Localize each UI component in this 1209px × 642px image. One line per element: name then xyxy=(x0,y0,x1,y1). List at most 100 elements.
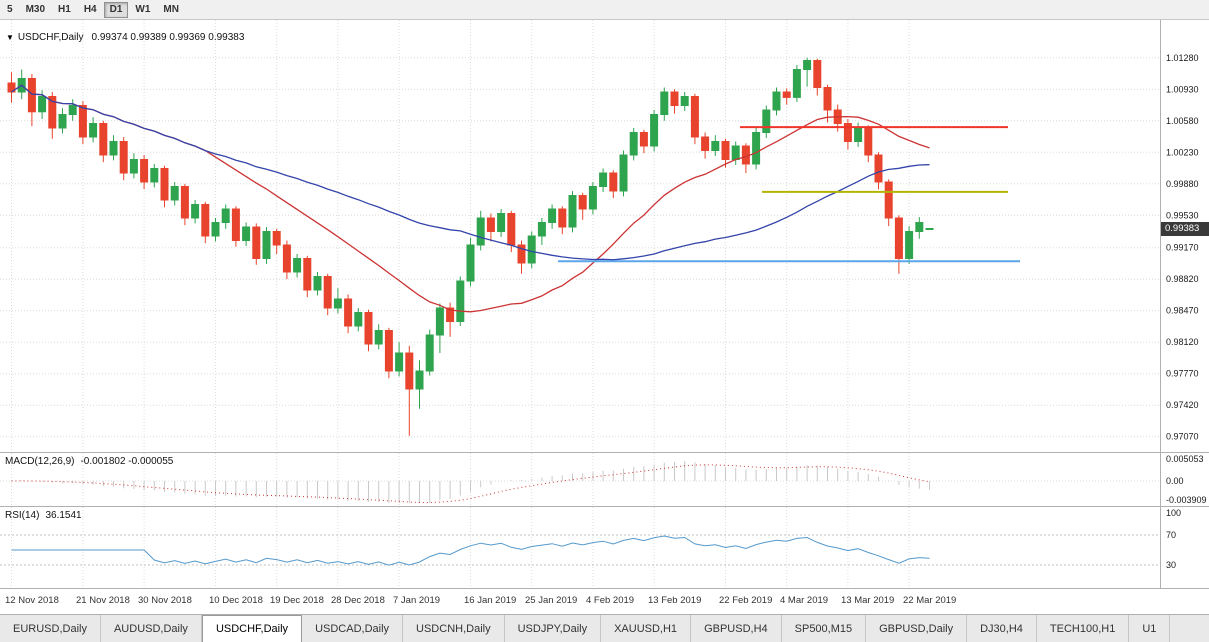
ohlc-values: 0.99374 0.99389 0.99369 0.99383 xyxy=(91,32,245,43)
candle xyxy=(395,352,404,372)
candle xyxy=(721,141,730,160)
candle xyxy=(507,213,516,246)
price-axis-label: 0.99880 xyxy=(1166,179,1199,189)
price-axis-label: 0.98820 xyxy=(1166,274,1199,284)
macd-name: MACD(12,26,9) xyxy=(5,456,75,467)
chart-tab-usdcad[interactable]: USDCAD,Daily xyxy=(302,615,404,642)
candle xyxy=(558,208,567,228)
candle xyxy=(884,181,893,219)
candle xyxy=(170,186,179,201)
rsi-axis-label: 100 xyxy=(1166,508,1181,518)
timeframe-button-5[interactable]: 5 xyxy=(1,2,19,18)
candle xyxy=(262,231,271,259)
chart-tab-gbpusd[interactable]: GBPUSD,H4 xyxy=(691,615,782,642)
price-axis-label: 1.00930 xyxy=(1166,84,1199,94)
chart-tab-xauusd[interactable]: XAUUSD,H1 xyxy=(601,615,692,642)
candle xyxy=(874,154,883,183)
rsi-current-value: 36.1541 xyxy=(45,510,82,521)
chart-tab-dj30[interactable]: DJ30,H4 xyxy=(967,615,1037,642)
macd-current-values: -0.001802 -0.000055 xyxy=(80,456,174,467)
chart-tab-audusd[interactable]: AUDUSD,Daily xyxy=(100,615,202,642)
price-axis-label: 0.99170 xyxy=(1166,243,1199,253)
candle xyxy=(272,231,281,246)
candle xyxy=(497,213,506,232)
timeframe-button-mn[interactable]: MN xyxy=(157,2,185,18)
candle xyxy=(731,145,740,160)
date-label: 7 Jan 2019 xyxy=(393,595,441,606)
candle xyxy=(690,96,699,138)
candle xyxy=(446,307,455,322)
chart-tab-usdjpy[interactable]: USDJPY,Daily xyxy=(504,615,602,642)
date-label: 19 Dec 2018 xyxy=(270,595,324,606)
chart-tab-eurusd[interactable]: EURUSD,Daily xyxy=(0,615,101,642)
candle xyxy=(48,96,57,129)
price-axis-label: 1.00580 xyxy=(1166,116,1199,126)
time-axis[interactable]: 12 Nov 2018 21 Nov 2018 30 Nov 2018 10 Dec … xyxy=(0,588,1209,614)
date-label: 22 Mar 2019 xyxy=(903,595,957,606)
candle xyxy=(354,312,363,327)
candle xyxy=(456,280,465,322)
candle xyxy=(925,228,934,230)
chart-tab-gbpusd[interactable]: GBPUSD,Daily xyxy=(866,615,968,642)
candle xyxy=(405,352,414,390)
candle xyxy=(650,114,659,147)
chart-tab-u1[interactable]: U1 xyxy=(1129,615,1171,642)
chart-tab-usdcnh[interactable]: USDCNH,Daily xyxy=(403,615,505,642)
chart-tab-usdchf[interactable]: USDCHF,Daily xyxy=(201,615,303,642)
candle xyxy=(894,217,903,259)
rsi-indicator-label: RSI(14) 36.1541 xyxy=(5,510,82,521)
timeframe-button-w1[interactable]: W1 xyxy=(129,2,156,18)
candle xyxy=(242,226,251,241)
candle xyxy=(609,172,618,192)
candle xyxy=(701,136,710,151)
chart-tab-sp500[interactable]: SP500,M15 xyxy=(781,615,867,642)
price-chart[interactable]: 1.01280 1.00930 1.00580 1.00230 0.99880 0.995… xyxy=(0,20,1209,452)
candle xyxy=(323,276,332,309)
candle xyxy=(435,307,444,336)
main-chart-panel: 1.01280 1.00930 1.00580 1.00230 0.99880 0.995… xyxy=(0,20,1209,452)
chart-collapse-icon[interactable]: ▼ xyxy=(6,33,14,42)
candle xyxy=(537,222,546,237)
grid xyxy=(0,20,1160,452)
timeframe-button-d1[interactable]: D1 xyxy=(103,1,129,18)
candle xyxy=(211,222,220,237)
timeframe-button-m30[interactable]: M30 xyxy=(20,2,51,18)
candle xyxy=(568,195,577,228)
candle xyxy=(660,91,669,115)
candle xyxy=(711,141,720,151)
candle xyxy=(803,60,812,70)
candle xyxy=(68,105,77,115)
candle xyxy=(180,186,189,219)
candle xyxy=(670,91,679,106)
candle xyxy=(527,235,536,264)
macd-indicator-chart[interactable]: 0.005053 0.00 -0.003909 xyxy=(0,453,1209,506)
date-label: 13 Mar 2019 xyxy=(841,595,895,606)
candle xyxy=(762,109,771,133)
timeframe-button-h4[interactable]: H4 xyxy=(78,2,103,18)
candle xyxy=(384,330,393,372)
candle xyxy=(201,204,210,237)
timeframe-button-h1[interactable]: H1 xyxy=(52,2,77,18)
date-label: 4 Feb 2019 xyxy=(586,595,635,606)
candle xyxy=(89,123,98,138)
candle xyxy=(486,217,495,232)
candle xyxy=(792,69,801,98)
date-label: 25 Jan 2019 xyxy=(525,595,578,606)
candle xyxy=(680,96,689,106)
candles-layer xyxy=(7,57,934,436)
macd-signal-line xyxy=(11,464,930,504)
date-label: 12 Nov 2018 xyxy=(5,595,59,606)
price-axis-label: 0.97420 xyxy=(1166,400,1199,410)
candle xyxy=(303,258,312,291)
candle xyxy=(140,159,149,183)
rsi-indicator-chart[interactable]: 100 70 30 xyxy=(0,507,1209,588)
candle xyxy=(629,132,638,156)
chart-symbol-label: ▼ USDCHF,Daily 0.99374 0.99389 0.99369 0.9… xyxy=(6,32,244,43)
candle xyxy=(129,159,138,174)
candle xyxy=(782,91,791,98)
candle xyxy=(364,312,373,345)
rsi-panel: 100 70 30 RSI(14) 36.1541 xyxy=(0,506,1209,588)
candle xyxy=(374,330,383,345)
chart-tab-tech100[interactable]: TECH100,H1 xyxy=(1036,615,1130,642)
